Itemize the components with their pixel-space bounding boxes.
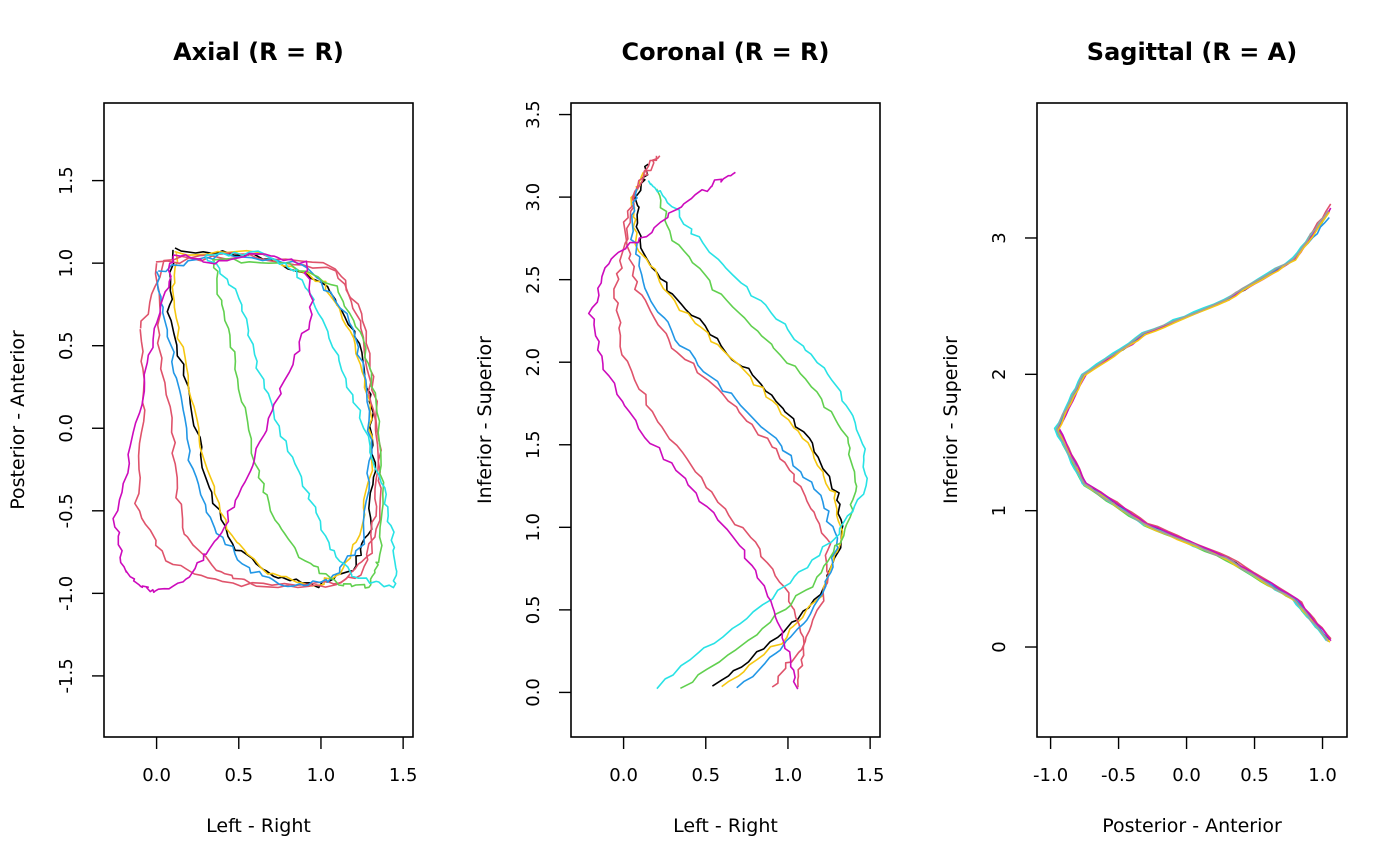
y-tick-label: 1.0 — [523, 513, 544, 542]
x-tick-label: 1.0 — [774, 765, 803, 786]
x-tick-label: 1.0 — [1308, 765, 1337, 786]
series-line — [1057, 203, 1332, 640]
y-tick-label: -0.5 — [56, 493, 77, 528]
series-line — [171, 249, 374, 587]
plot-frame — [103, 102, 414, 738]
series-line — [655, 188, 858, 690]
chart-title: Coronal (R = R) — [621, 38, 829, 66]
x-axis-label: Left - Right — [673, 815, 778, 837]
y-tick-label: 0 — [989, 641, 1010, 652]
panels: Axial (R = R) 0.0 0.5 1.0 1.5 -1.5 -1.0 -0.5 0.0… — [7, 38, 1348, 837]
series-line — [1056, 211, 1331, 643]
y-axis-label: Inferior - Superior — [940, 336, 962, 504]
panel-axial: Axial (R = R) 0.0 0.5 1.0 1.5 -1.5 -1.0 -0.5 0.0… — [7, 38, 417, 837]
y-tick-label: 2.0 — [523, 348, 544, 377]
chart-title: Sagittal (R = A) — [1087, 38, 1297, 66]
series-line — [1053, 214, 1328, 642]
y-axis-label: Posterior - Anterior — [7, 330, 29, 510]
chart-title: Axial (R = R) — [173, 38, 344, 66]
series-group — [587, 155, 868, 690]
series-line — [647, 180, 868, 690]
x-tick-label: 0.5 — [1240, 765, 1269, 786]
y-tick-label: 1.5 — [56, 166, 77, 195]
y-tick-label: -1.5 — [56, 658, 77, 693]
series-group — [1053, 203, 1332, 643]
plot-frame — [570, 102, 881, 738]
x-tick-label: 0.5 — [224, 765, 253, 786]
y-tick-label: 1.0 — [56, 249, 77, 278]
series-line — [630, 171, 844, 688]
series-line — [166, 247, 377, 589]
y-tick-label: 3.5 — [523, 100, 544, 129]
x-axis-label: Posterior - Anterior — [1102, 815, 1282, 837]
panel-sagittal: Sagittal (R = A) -1.0 -0.5 0.0 0.5 1.0 0 1 2 3 Pos… — [940, 38, 1348, 837]
y-tick-label: 0.5 — [56, 331, 77, 360]
x-tick-label: 0.0 — [142, 765, 171, 786]
y-tick-label: 3 — [989, 232, 1010, 243]
x-axis-label: Left - Right — [206, 815, 311, 837]
y-tick-label: 3.0 — [523, 183, 544, 212]
series-line — [211, 257, 385, 589]
series-line — [1056, 216, 1330, 641]
x-tick-label: 0.0 — [1172, 765, 1201, 786]
y-tick-label: 0.0 — [523, 678, 544, 707]
series-line — [1058, 207, 1332, 642]
series-line — [613, 155, 805, 688]
y-tick-label: 0.5 — [523, 596, 544, 625]
x-tick-label: -0.5 — [1101, 765, 1136, 786]
y-tick-label: 0.0 — [56, 414, 77, 443]
series-line — [622, 155, 832, 688]
series-line — [1054, 212, 1330, 643]
series-line — [630, 188, 839, 689]
y-tick-label: 2.5 — [523, 265, 544, 294]
x-tick-label: -1.0 — [1033, 765, 1068, 786]
plot-frame — [1036, 102, 1348, 738]
series-line — [155, 252, 373, 588]
series-line — [1055, 210, 1330, 641]
series-line — [1055, 210, 1329, 642]
x-tick-label: 1.5 — [389, 765, 418, 786]
series-line — [112, 252, 314, 594]
y-tick-label: -1.0 — [56, 576, 77, 611]
series-line — [634, 163, 844, 687]
x-tick-label: 1.5 — [856, 765, 885, 786]
y-axis-label: Inferior - Superior — [474, 336, 496, 504]
x-tick-label: 1.0 — [307, 765, 336, 786]
x-tick-label: 0.0 — [609, 765, 638, 786]
series-group — [112, 247, 398, 594]
series-line — [154, 252, 380, 589]
y-tick-label: 2 — [989, 369, 1010, 380]
y-tick-label: 1 — [989, 505, 1010, 516]
x-tick-label: 0.5 — [691, 765, 720, 786]
series-line — [587, 171, 799, 690]
series-line — [204, 250, 398, 589]
y-tick-label: 1.5 — [523, 430, 544, 459]
panel-coronal: Coronal (R = R) 0.0 0.5 1.0 1.5 0.0 0.5 1.0 1.5 2… — [474, 38, 884, 837]
